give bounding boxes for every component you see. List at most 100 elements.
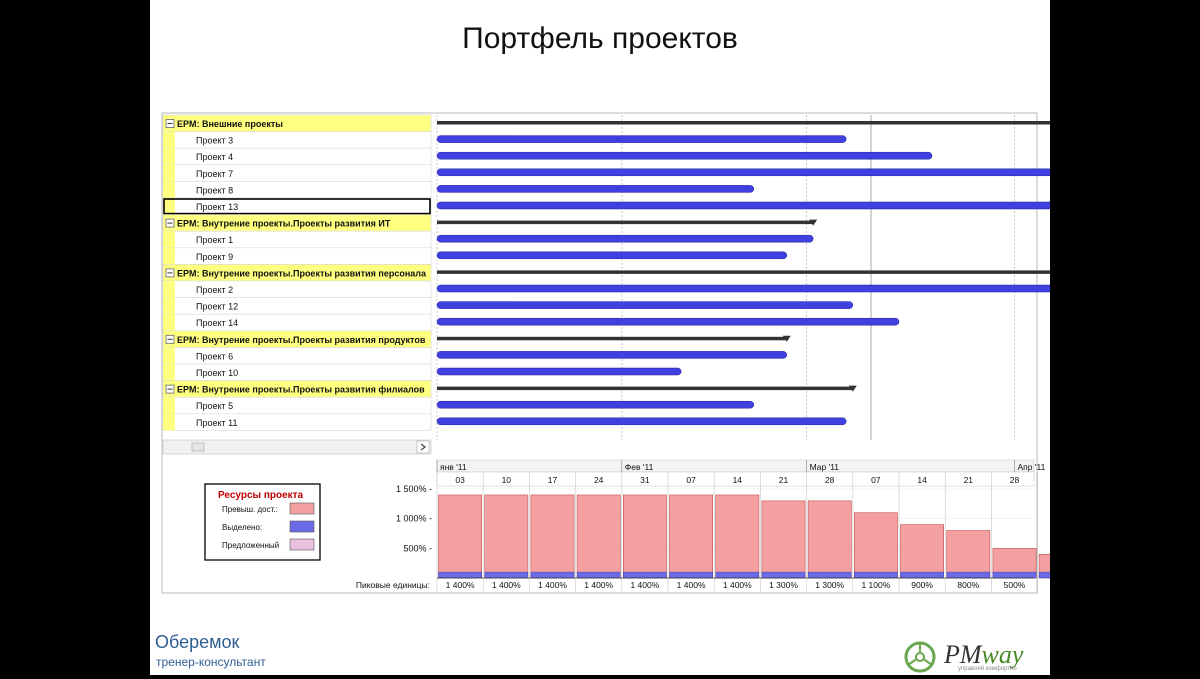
summary-bar[interactable]: [437, 337, 787, 341]
allocated-bar[interactable]: [439, 572, 482, 578]
week-label: 07: [871, 475, 881, 485]
timescale-months: [437, 460, 1034, 472]
legend-swatch-overalloc: [290, 503, 314, 514]
row-indent: [163, 364, 175, 381]
y-tick-label: 1 000% -: [396, 514, 432, 524]
row-indent: [163, 298, 175, 315]
task-bar[interactable]: [437, 318, 899, 325]
week-label: 28: [825, 475, 835, 485]
peak-value-label: 1 300%: [769, 580, 798, 590]
task-bar[interactable]: [437, 351, 787, 358]
row-indent: [163, 414, 175, 431]
overallocation-bar[interactable]: [808, 501, 851, 578]
task-label: Проект 14: [196, 318, 238, 328]
task-bar[interactable]: [437, 252, 787, 259]
overallocation-bar[interactable]: [577, 495, 620, 578]
allocated-bar[interactable]: [808, 572, 851, 578]
row-indent: [163, 281, 175, 298]
author-role: тренер-консультант: [156, 655, 266, 669]
allocated-bar[interactable]: [993, 572, 1036, 578]
row-indent: [163, 132, 175, 149]
week-label: 10: [502, 475, 512, 485]
author-name: Оберемок: [155, 632, 239, 653]
peak-value-label: 1 400%: [677, 580, 706, 590]
peak-value-label: 1 400%: [538, 580, 567, 590]
allocated-bar[interactable]: [670, 572, 713, 578]
overallocation-bar[interactable]: [670, 495, 713, 578]
row-indent: [163, 347, 175, 364]
overallocation-bar[interactable]: [762, 501, 805, 578]
pmway-wheel-icon: [902, 638, 942, 674]
legend-swatch-allocated: [290, 521, 314, 532]
week-label: 24: [594, 475, 604, 485]
task-bar[interactable]: [437, 136, 846, 143]
task-label: Проект 5: [196, 401, 233, 411]
allocated-bar[interactable]: [901, 572, 944, 578]
week-label: 03: [455, 475, 465, 485]
pmway-tagline: управляй комфортно: [958, 666, 1017, 672]
peak-value-label: 1 400%: [446, 580, 475, 590]
month-label: Фев '11: [625, 462, 654, 472]
task-label: Проект 10: [196, 368, 238, 378]
task-label: Проект 9: [196, 252, 233, 262]
overallocation-bar[interactable]: [854, 513, 897, 578]
allocated-bar[interactable]: [1039, 572, 1050, 578]
task-bar[interactable]: [437, 368, 681, 375]
task-label: Проект 1: [196, 235, 233, 245]
allocated-bar[interactable]: [854, 572, 897, 578]
task-bar[interactable]: [437, 185, 754, 192]
peak-value-label: 1 400%: [630, 580, 659, 590]
summary-bar[interactable]: [437, 387, 853, 391]
allocated-bar[interactable]: [947, 572, 990, 578]
overallocation-bar[interactable]: [901, 525, 944, 578]
task-bar[interactable]: [437, 285, 1050, 292]
summary-bar[interactable]: [437, 121, 1050, 125]
task-bar[interactable]: [437, 152, 932, 159]
overallocation-bar[interactable]: [531, 495, 574, 578]
allocated-bar[interactable]: [762, 572, 805, 578]
task-bar[interactable]: [437, 169, 1050, 176]
allocated-bar[interactable]: [485, 572, 528, 578]
peak-value-label: 900%: [911, 580, 933, 590]
task-bar[interactable]: [437, 202, 1050, 209]
row-indent: [163, 181, 175, 198]
week-label: 21: [964, 475, 974, 485]
week-label: 28: [1010, 475, 1020, 485]
summary-bar[interactable]: [437, 221, 813, 225]
allocated-bar[interactable]: [531, 572, 574, 578]
overallocation-bar[interactable]: [947, 531, 990, 578]
peak-value-label: 1 400%: [723, 580, 752, 590]
row-indent: [163, 231, 175, 248]
task-bar[interactable]: [437, 235, 813, 242]
y-tick-label: 1 500% -: [396, 484, 432, 494]
allocated-bar[interactable]: [623, 572, 666, 578]
task-bar[interactable]: [437, 401, 754, 408]
month-label: янв '11: [440, 462, 467, 472]
overallocation-bar[interactable]: [439, 495, 482, 578]
overallocation-bar[interactable]: [716, 495, 759, 578]
overallocation-bar[interactable]: [485, 495, 528, 578]
scroll-right-button[interactable]: [417, 441, 429, 453]
task-label: Проект 8: [196, 185, 233, 195]
scrollbar-thumb[interactable]: [192, 443, 204, 451]
group-label: EPM: Внутрение проекты.Проекты развития …: [177, 219, 391, 229]
summary-bar[interactable]: [437, 270, 1050, 274]
peak-units-label: Пиковые единицы:: [356, 580, 430, 590]
week-label: 31: [640, 475, 650, 485]
month-label: Мар '11: [810, 462, 840, 472]
task-label: Проект 2: [196, 285, 233, 295]
allocated-bar[interactable]: [577, 572, 620, 578]
task-label: Проект 7: [196, 169, 233, 179]
task-bar[interactable]: [437, 302, 853, 309]
task-bar[interactable]: [437, 418, 846, 425]
overallocation-bar[interactable]: [623, 495, 666, 578]
y-tick-label: 500% -: [403, 543, 432, 553]
task-label: Проект 4: [196, 152, 233, 162]
allocated-bar[interactable]: [716, 572, 759, 578]
group-label: EPM: Внешние проекты: [177, 119, 283, 129]
group-label: EPM: Внутрение проекты.Проекты развития …: [177, 385, 425, 395]
task-label: Проект 11: [196, 418, 238, 428]
task-label: Проект 12: [196, 302, 238, 312]
